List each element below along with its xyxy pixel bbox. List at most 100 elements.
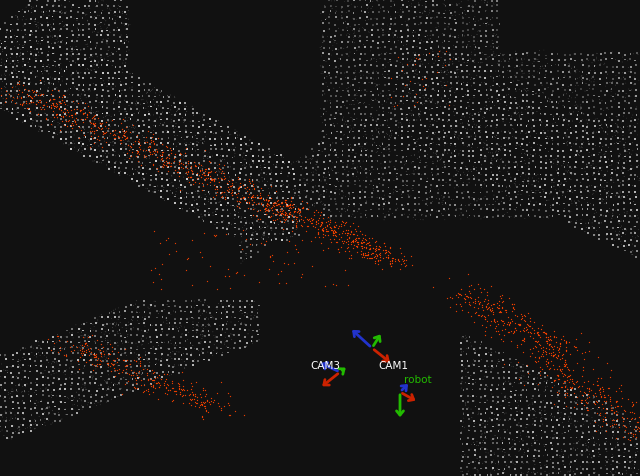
Point [403, 143, 413, 150]
Point [426, 99, 436, 106]
Point [554, 129, 564, 136]
Point [510, 458, 520, 466]
Point [396, 5, 406, 13]
Point [504, 294, 515, 301]
Point [465, 339, 476, 347]
Point [596, 465, 606, 473]
Point [550, 119, 561, 126]
Point [564, 338, 574, 346]
Point [580, 196, 590, 203]
Point [93, 136, 104, 144]
Point [182, 175, 192, 183]
Point [157, 153, 167, 160]
Point [353, 240, 363, 248]
Point [98, 386, 108, 393]
Point [12, 13, 22, 20]
Point [60, 0, 70, 4]
Point [55, 32, 65, 40]
Point [550, 433, 560, 441]
Point [202, 314, 212, 321]
Point [125, 349, 136, 357]
Point [83, 109, 93, 116]
Point [375, 243, 385, 251]
Point [121, 303, 131, 311]
Point [150, 265, 160, 272]
Point [278, 228, 288, 235]
Point [527, 469, 537, 476]
Point [167, 111, 177, 119]
Point [559, 181, 569, 189]
Point [314, 233, 324, 241]
Point [282, 211, 292, 218]
Point [26, 88, 36, 96]
Point [216, 183, 226, 191]
Point [71, 67, 81, 75]
Point [456, 430, 466, 437]
Point [474, 176, 484, 184]
Point [74, 406, 84, 413]
Point [132, 99, 143, 107]
Point [324, 62, 335, 69]
Point [157, 135, 167, 142]
Point [606, 147, 616, 154]
Point [100, 147, 110, 155]
Point [127, 69, 138, 77]
Point [565, 350, 575, 358]
Point [100, 149, 111, 157]
Point [342, 231, 352, 238]
Point [138, 333, 148, 341]
Point [85, 143, 95, 151]
Point [602, 465, 612, 473]
Point [625, 199, 635, 207]
Point [105, 362, 115, 370]
Point [40, 415, 50, 422]
Point [529, 117, 539, 125]
Point [568, 169, 578, 177]
Point [456, 345, 466, 353]
Point [541, 133, 552, 140]
Point [38, 61, 49, 69]
Point [520, 312, 531, 320]
Point [458, 56, 468, 63]
Point [595, 99, 605, 107]
Point [594, 453, 604, 460]
Point [336, 62, 346, 70]
Point [145, 321, 156, 328]
Point [104, 74, 114, 82]
Point [510, 446, 520, 453]
Point [216, 166, 227, 173]
Point [572, 66, 582, 74]
Point [69, 106, 79, 113]
Point [466, 132, 476, 140]
Point [490, 318, 500, 326]
Point [462, 166, 472, 173]
Point [527, 399, 538, 407]
Point [125, 374, 136, 382]
Point [337, 99, 348, 106]
Point [278, 225, 288, 232]
Point [501, 191, 511, 199]
Point [310, 202, 320, 210]
Point [338, 189, 348, 197]
Point [196, 400, 207, 408]
Point [534, 58, 544, 65]
Point [437, 84, 447, 91]
Point [486, 386, 496, 393]
Point [122, 158, 132, 165]
Point [475, 376, 485, 383]
Point [170, 191, 180, 198]
Point [445, 98, 455, 106]
Point [22, 1, 33, 9]
Point [129, 139, 139, 146]
Point [331, 200, 341, 208]
Point [595, 404, 605, 411]
Point [456, 464, 466, 472]
Point [162, 170, 172, 178]
Point [88, 321, 98, 328]
Point [307, 156, 317, 163]
Point [631, 442, 640, 450]
Point [554, 339, 564, 347]
Point [515, 327, 525, 335]
Point [198, 163, 208, 170]
Point [34, 88, 44, 96]
